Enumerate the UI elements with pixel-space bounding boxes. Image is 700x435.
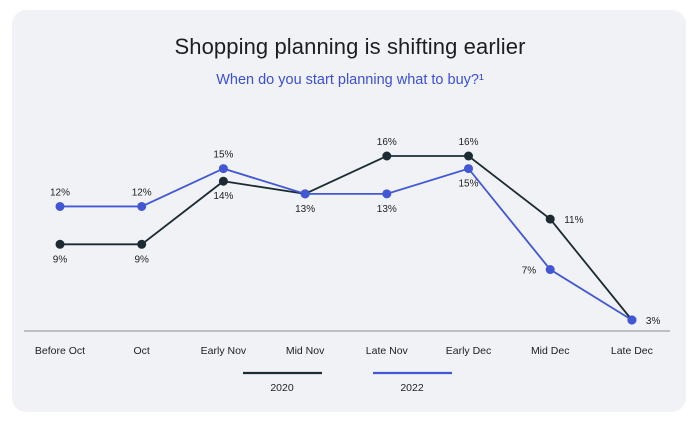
- data-label-2020: 3%: [646, 316, 661, 327]
- data-label-2022: 15%: [458, 179, 478, 190]
- data-point-2022: [627, 315, 637, 325]
- data-point-2022: [464, 164, 473, 174]
- series-line-2020: [60, 155, 633, 321]
- legend-label-2020: 2020: [270, 382, 294, 394]
- data-point-2022: [55, 201, 65, 211]
- data-label-2020: 14%: [213, 191, 233, 202]
- x-tick-label: Mid Nov: [286, 345, 325, 357]
- data-label-2020: 9%: [134, 254, 149, 265]
- data-label-2022: 13%: [377, 204, 397, 215]
- data-point-2022: [545, 265, 555, 275]
- data-point-2022: [137, 201, 147, 211]
- x-tick-label: Before Oct: [35, 345, 85, 357]
- data-label-2020: 11%: [564, 215, 583, 226]
- data-point-2022: [300, 189, 310, 199]
- x-tick-label: Oct: [134, 345, 150, 357]
- data-label-2022: 12%: [132, 187, 152, 198]
- data-label-2022: 7%: [522, 266, 537, 277]
- data-label-2020: 16%: [377, 137, 397, 148]
- data-label-2022: 12%: [50, 187, 70, 198]
- chart-subtitle: When do you start planning what to buy?¹: [216, 72, 484, 88]
- data-point-2020: [137, 239, 147, 249]
- data-label-2022: 15%: [213, 150, 233, 161]
- data-label-2020: 16%: [458, 137, 478, 148]
- data-point-2020: [382, 151, 392, 161]
- legend-label-2022: 2022: [400, 382, 424, 394]
- data-label-2020: 9%: [53, 254, 68, 265]
- data-point-2020: [218, 176, 228, 186]
- x-tick-label: Early Nov: [201, 345, 247, 357]
- data-point-2022: [382, 189, 392, 199]
- data-point-2020: [55, 239, 65, 249]
- chart-card: [12, 10, 686, 412]
- data-point-2020: [545, 214, 555, 224]
- series-line-2022: [60, 167, 633, 321]
- data-point-2020: [464, 151, 473, 161]
- data-label-2020: 13%: [295, 204, 315, 215]
- chart-title: Shopping planning is shifting earlier: [174, 34, 526, 59]
- data-point-2022: [218, 164, 228, 174]
- x-tick-label: Late Nov: [366, 345, 409, 357]
- x-tick-label: Late Dec: [611, 345, 653, 357]
- x-tick-label: Mid Dec: [531, 345, 570, 357]
- x-tick-label: Early Dec: [446, 345, 492, 357]
